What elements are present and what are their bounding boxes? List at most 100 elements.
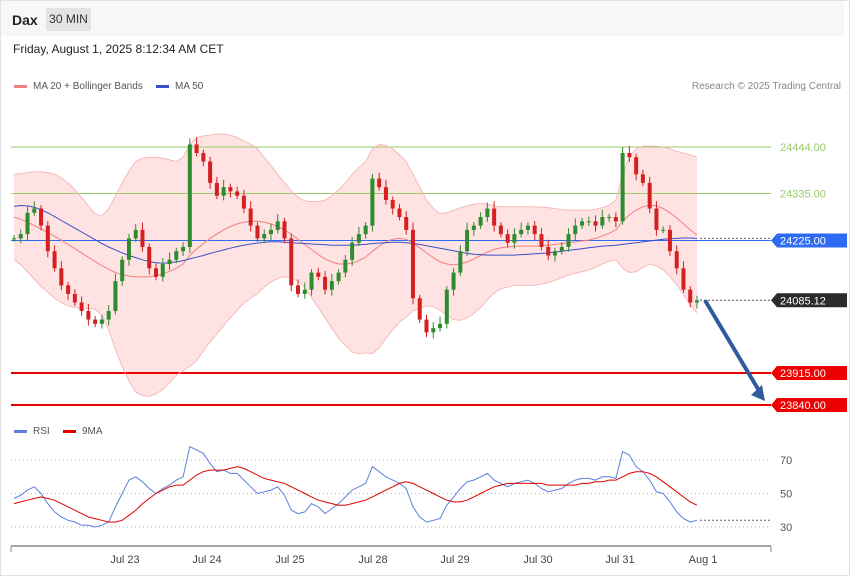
price-tag-24085.12 <box>771 293 847 308</box>
candle-body <box>607 217 612 219</box>
candle-body <box>431 328 436 333</box>
candle-body <box>390 199 395 209</box>
candle-body <box>214 182 219 196</box>
candle-body <box>309 272 314 290</box>
candle-body <box>336 272 341 282</box>
candle-body <box>275 221 280 230</box>
price-label-24335.00: 24335.00 <box>780 189 826 201</box>
candle-body <box>79 302 84 312</box>
candle-body <box>167 259 172 265</box>
candle-body <box>627 152 632 158</box>
legend-ma20: MA 20 + Bollinger Bands <box>14 81 143 92</box>
time-tick-label: Jul 29 <box>440 554 469 566</box>
candle-body <box>634 157 639 175</box>
legend-rsi: RSI <box>14 426 50 437</box>
candle-body <box>451 272 456 290</box>
time-tick-label: Jul 23 <box>110 554 139 566</box>
candle-body <box>120 259 125 282</box>
rsi-tick-label: 70 <box>780 455 792 467</box>
candle-body <box>66 285 71 294</box>
candle-body <box>370 178 375 226</box>
candle-body <box>39 208 44 226</box>
time-tick-label: Jul 25 <box>275 554 304 566</box>
candle-body <box>539 234 544 247</box>
candle-body <box>478 217 483 226</box>
candle-body <box>18 234 23 239</box>
candle-body <box>505 234 510 243</box>
candle-body <box>194 144 199 153</box>
candles-group <box>12 137 699 339</box>
candle-body <box>410 229 415 299</box>
candle-body <box>404 217 409 230</box>
candle-body <box>343 259 348 273</box>
candle-body <box>282 221 287 239</box>
candle-body <box>681 268 686 290</box>
rsi-tick-label: 30 <box>780 522 792 534</box>
candle-body <box>235 191 240 196</box>
candle-body <box>12 238 16 240</box>
candle-body <box>52 251 57 269</box>
bollinger-band-area <box>14 134 697 397</box>
candle-body <box>323 276 328 290</box>
candle-body <box>160 264 165 277</box>
candle-body <box>573 225 578 235</box>
candle-body <box>255 225 260 239</box>
candle-body <box>59 268 64 286</box>
candle-body <box>383 187 388 200</box>
candle-body <box>674 251 679 269</box>
ma50-swatch <box>156 84 169 88</box>
forecast-arrow-shaft <box>703 299 763 396</box>
timeframe-button[interactable]: 30 MIN <box>46 8 91 31</box>
candle-body <box>465 229 470 252</box>
time-tick-label: Jul 31 <box>605 554 634 566</box>
candle-body <box>99 319 104 324</box>
candle-body <box>620 152 625 222</box>
candle-body <box>248 208 253 226</box>
candle-body <box>444 289 449 324</box>
candle-body <box>667 229 672 252</box>
time-tick-label: Jul 28 <box>358 554 387 566</box>
candle-body <box>208 161 213 183</box>
price-label-23840.00: 23840.00 <box>780 400 826 412</box>
candle-body <box>228 187 233 192</box>
candle-body <box>187 144 192 247</box>
candle-body <box>498 225 503 235</box>
candle-body <box>296 285 301 294</box>
candle-body <box>45 225 50 252</box>
time-tick-label: Jul 30 <box>523 554 552 566</box>
time-tick-label: Jul 24 <box>192 554 221 566</box>
legend-rsi-ma: 9MA <box>63 426 103 437</box>
candle-body <box>580 221 585 226</box>
rsi-ma-swatch <box>63 429 76 433</box>
rsi-line <box>13 445 698 528</box>
candle-body <box>140 229 145 247</box>
candle-body <box>397 208 402 218</box>
candle-body <box>647 182 652 209</box>
ma50-label: MA 50 <box>175 81 204 92</box>
rsi-ma-line <box>13 466 698 523</box>
ma20-swatch <box>14 84 27 88</box>
rsi-tick-label: 50 <box>780 489 792 501</box>
candle-body <box>492 208 497 226</box>
candle-body <box>302 289 307 294</box>
candle-body <box>32 208 37 213</box>
legend-ma50: MA 50 <box>156 81 203 92</box>
candle-body <box>316 272 321 277</box>
candle-body <box>289 238 294 286</box>
time-tick-label: Aug 1 <box>689 554 718 566</box>
timestamp: Friday, August 1, 2025 8:12:34 AM CET <box>13 42 224 56</box>
candle-body <box>201 152 206 162</box>
candle-body <box>133 229 138 239</box>
candle-body <box>566 234 571 247</box>
price-label-24085.12: 24085.12 <box>780 295 826 307</box>
candle-body <box>72 293 77 303</box>
candle-body <box>559 246 564 252</box>
top-bar: Dax 30 MIN <box>1 1 844 36</box>
candle-body <box>586 221 591 223</box>
candle-body <box>661 229 666 231</box>
candle-body <box>106 311 111 320</box>
candle-body <box>600 217 605 226</box>
ma20-line <box>13 204 698 278</box>
candle-body <box>113 281 118 312</box>
